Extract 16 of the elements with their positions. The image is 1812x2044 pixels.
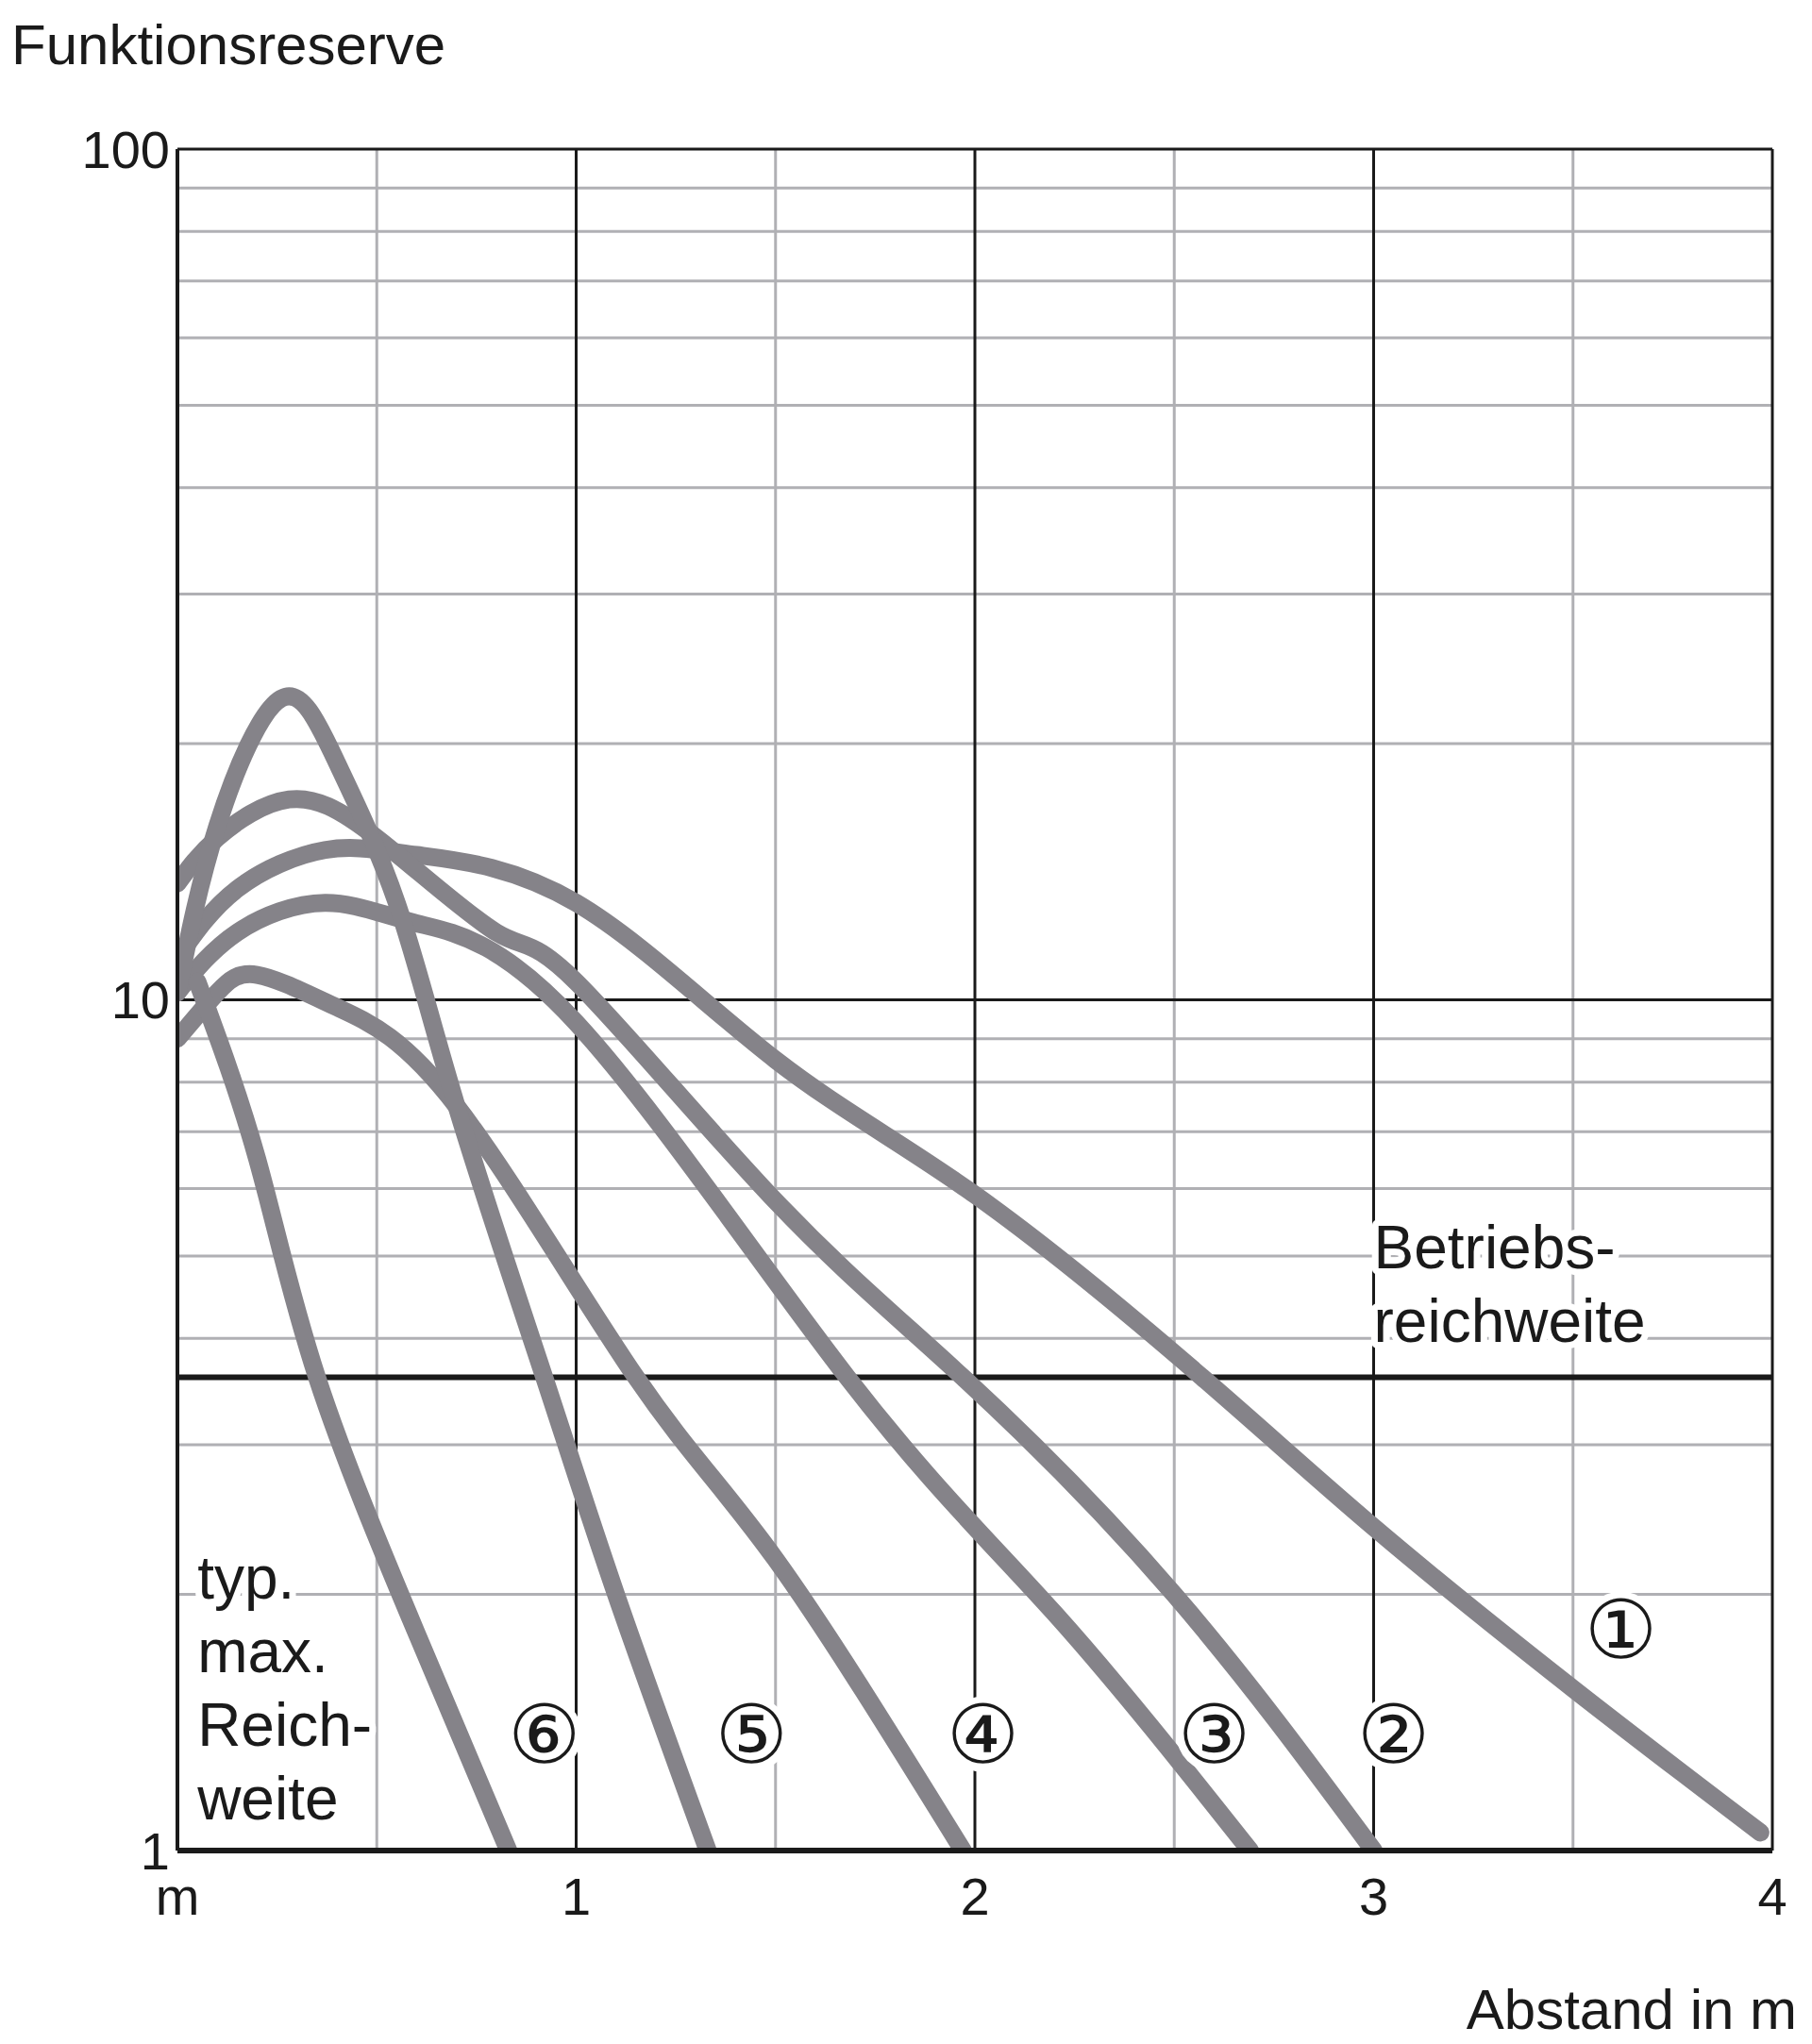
x-tick-label: 1 [561,1866,592,1926]
ref-line-label: Betriebs- reichweite [1373,1214,1646,1356]
series-label: ⑥ [508,1688,581,1780]
y-tick-label: 10 [110,970,170,1030]
x-tick-label: 2 [960,1866,990,1926]
series-label: ② [1357,1688,1431,1780]
x-axis-title: Abstand in m [1466,1978,1797,2041]
y-axis-title: Funktionsreserve [11,13,446,76]
series-label: ① [1584,1583,1657,1675]
series-label: ④ [946,1688,1019,1780]
x-tick-label: 3 [1358,1866,1389,1926]
annotation: typ. max. Reich- weite [196,1544,373,1834]
x-tick-label: 4 [1757,1866,1787,1926]
series-label: ③ [1177,1688,1251,1780]
y-tick-label: 100 [81,119,170,179]
series-label: ⑤ [714,1688,788,1780]
